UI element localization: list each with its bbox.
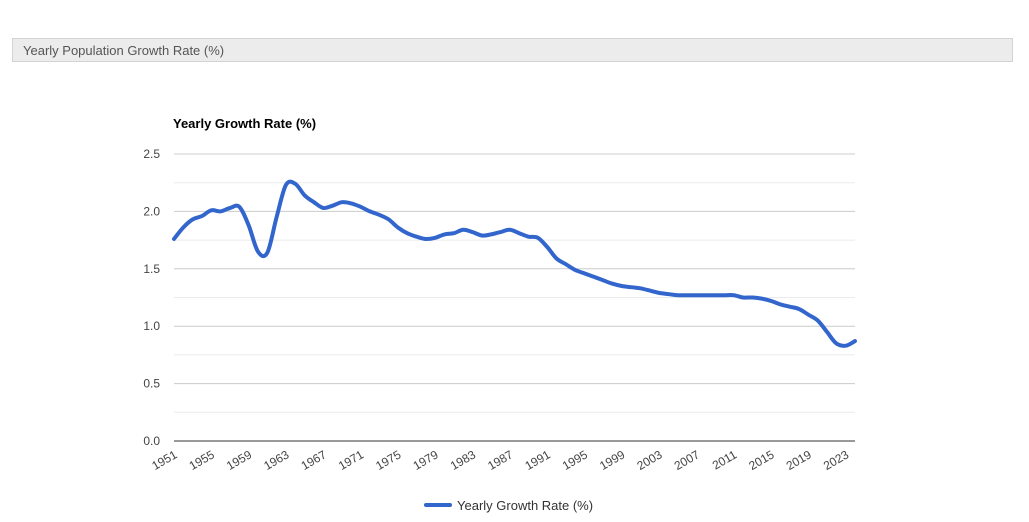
x-tick-label: 1955 bbox=[187, 447, 217, 473]
x-tick-label: 1979 bbox=[411, 447, 441, 473]
panel-title: Yearly Population Growth Rate (%) bbox=[23, 43, 225, 58]
x-axis-ticks: 1951 1955 1959 1963 1967 1971 1975 1979 1983 1987… bbox=[149, 447, 851, 473]
x-tick-label: 2003 bbox=[634, 447, 664, 473]
legend-label: Yearly Growth Rate (%) bbox=[457, 498, 593, 513]
x-tick-label: 1963 bbox=[261, 447, 291, 473]
x-tick-label: 1999 bbox=[597, 447, 627, 473]
y-axis-ticks: 0.0 0.5 1.0 1.5 2.0 2.5 bbox=[143, 147, 160, 448]
x-tick-label: 1987 bbox=[485, 447, 515, 473]
x-tick-label: 2023 bbox=[821, 447, 851, 473]
y-tick-label: 2.0 bbox=[143, 204, 160, 218]
legend[interactable]: Yearly Growth Rate (%) bbox=[424, 498, 593, 513]
x-tick-label: 1967 bbox=[299, 447, 329, 473]
legend-swatch bbox=[424, 503, 452, 507]
y-tick-label: 0.5 bbox=[143, 377, 160, 391]
y-axis-title: Yearly Growth Rate (%) bbox=[173, 116, 316, 131]
x-tick-label: 1975 bbox=[373, 447, 403, 473]
y-tick-label: 1.5 bbox=[143, 262, 160, 276]
series-line[interactable] bbox=[172, 179, 857, 348]
x-tick-label: 2015 bbox=[746, 447, 776, 473]
x-tick-label: 1971 bbox=[336, 447, 366, 473]
y-tick-label: 0.0 bbox=[143, 434, 160, 448]
x-tick-label: 1951 bbox=[149, 447, 179, 473]
x-tick-label: 2011 bbox=[710, 447, 740, 472]
x-tick-label: 2019 bbox=[784, 447, 814, 473]
x-tick-label: 1995 bbox=[560, 447, 590, 473]
y-tick-label: 1.0 bbox=[143, 319, 160, 333]
y-tick-label: 2.5 bbox=[143, 147, 160, 161]
series-lines bbox=[172, 179, 857, 348]
gridlines bbox=[174, 153, 855, 442]
x-tick-label: 1991 bbox=[523, 447, 553, 473]
x-tick-label: 2007 bbox=[672, 447, 702, 473]
x-tick-label: 1983 bbox=[448, 447, 478, 473]
panel-header: Yearly Population Growth Rate (%) bbox=[12, 38, 1013, 62]
x-tick-label: 1959 bbox=[224, 447, 254, 473]
